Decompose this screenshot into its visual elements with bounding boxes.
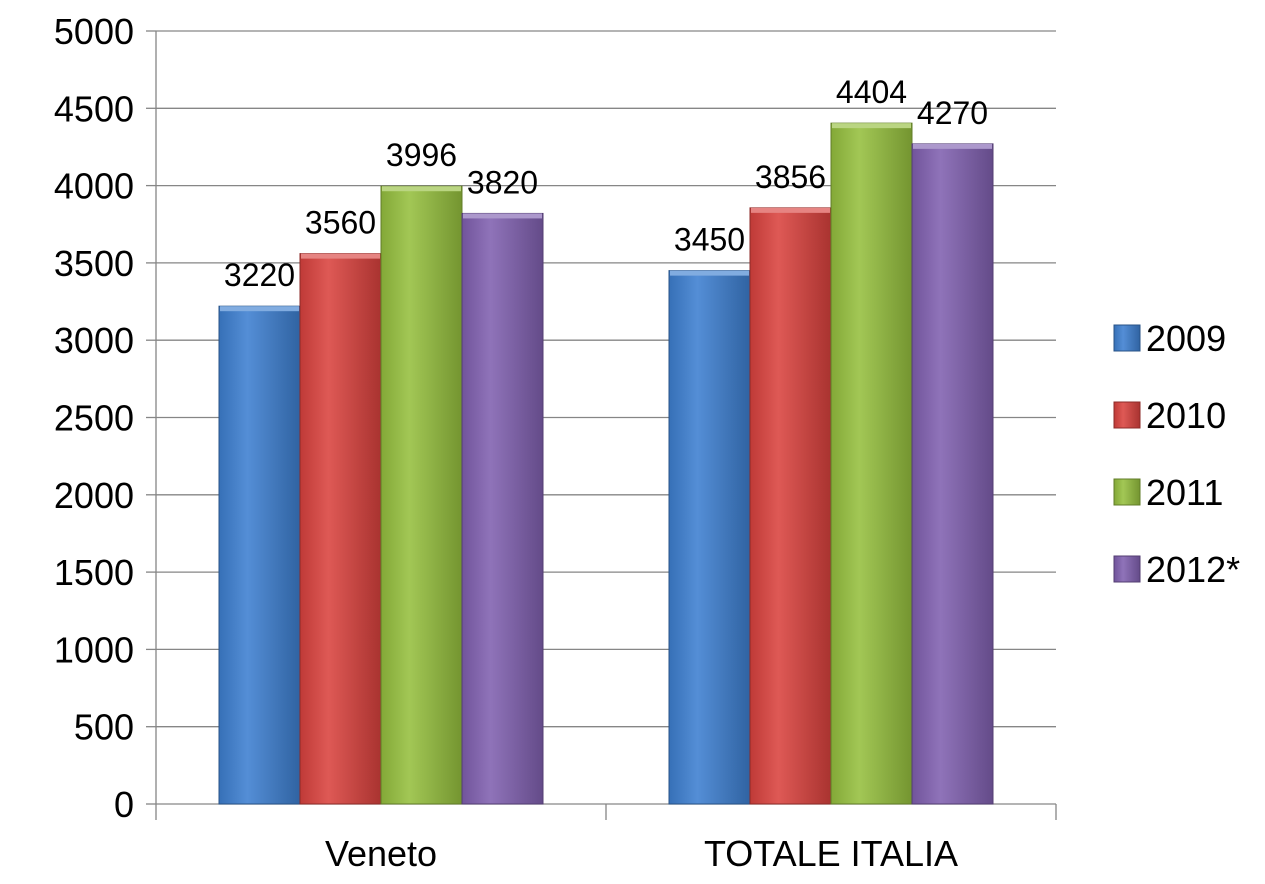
data-label: 3220 [224, 257, 295, 293]
bar-top-highlight [751, 207, 830, 213]
data-labels: 3220 3560 3996 3820 3450 3856 4404 4270 [224, 74, 988, 293]
axes: 0 500 1000 1500 2000 2500 3000 3500 4000 4500 5000… [54, 11, 1057, 874]
bar-veneto-2011 [380, 185, 463, 805]
bar-top-highlight [301, 253, 380, 259]
bar-totale-italia-2010 [749, 207, 832, 805]
x-tick-label: TOTALE ITALIA [704, 833, 958, 874]
x-tick-label: Veneto [325, 833, 437, 874]
data-label: 3450 [674, 222, 745, 258]
legend-swatch [1113, 401, 1141, 429]
legend-label: 2012* [1146, 549, 1240, 590]
bar-top-highlight [913, 143, 992, 149]
data-label: 3820 [467, 164, 538, 200]
legend: 2009 2010 2011 2012* [1113, 318, 1240, 590]
legend-swatch [1113, 478, 1141, 506]
bar-top-highlight [670, 270, 749, 276]
y-tick-label: 4500 [54, 88, 134, 129]
y-tick-label: 500 [74, 707, 134, 748]
data-label: 3560 [305, 205, 376, 241]
legend-label: 2010 [1146, 395, 1226, 436]
y-tick-label: 3000 [54, 320, 134, 361]
y-tick-label: 4000 [54, 166, 134, 207]
bar-veneto-2009 [218, 305, 301, 805]
bar-totale-italia-2011 [830, 122, 913, 805]
y-tick-label: 1500 [54, 552, 134, 593]
legend-swatch [1113, 555, 1141, 583]
bar-veneto-2012 [461, 212, 544, 805]
bars [218, 122, 994, 805]
bar-totale-italia-2012 [911, 143, 994, 805]
bar-totale-italia-2009 [668, 270, 751, 805]
legend-swatch [1113, 324, 1141, 352]
bar-top-highlight [220, 306, 299, 312]
y-tick-label: 5000 [54, 11, 134, 52]
data-label: 4404 [836, 74, 907, 110]
y-tick-label: 2000 [54, 475, 134, 516]
y-tick-label: 3500 [54, 243, 134, 284]
legend-label: 2009 [1146, 318, 1226, 359]
data-label: 3996 [386, 137, 457, 173]
bar-veneto-2010 [299, 253, 382, 805]
bar-top-highlight [832, 123, 911, 129]
y-tick-label: 2500 [54, 398, 134, 439]
bar-top-highlight [463, 213, 542, 219]
legend-label: 2011 [1146, 472, 1223, 513]
data-label: 3856 [755, 159, 826, 195]
y-tick-label: 0 [114, 784, 134, 825]
y-tick-label: 1000 [54, 629, 134, 670]
bar-top-highlight [382, 186, 461, 192]
data-label: 4270 [917, 95, 988, 131]
